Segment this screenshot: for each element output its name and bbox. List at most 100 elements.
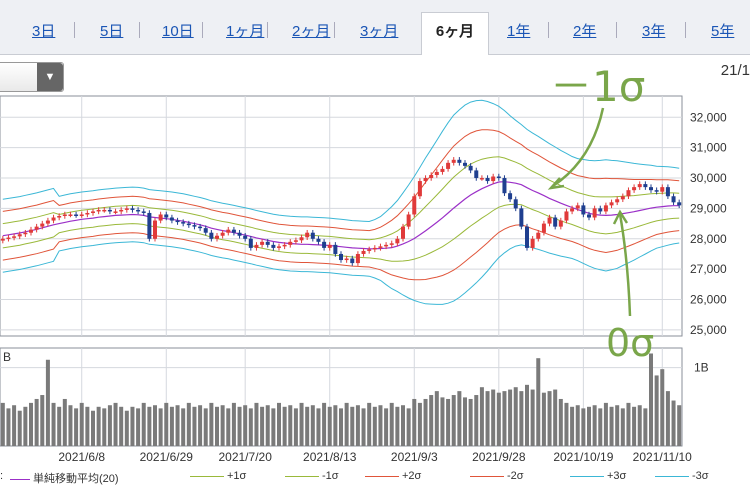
candle-body [429,174,434,179]
tab-1[interactable]: 3日 [32,23,56,40]
volume-bar [186,402,191,446]
tab-separator [548,22,549,38]
tab-2[interactable]: 5日 [100,23,124,40]
volume-bar [45,359,50,446]
tab-11[interactable]: 5年 [711,23,735,40]
volume-bar [305,406,310,446]
volume-bar [0,402,5,446]
volume-bar [141,402,146,446]
candle-body [609,202,614,206]
candle-body [451,159,456,163]
candle-body [485,178,490,182]
candle-body [502,178,507,194]
candle-body [153,220,157,239]
candle-body [587,214,591,218]
band-minus3-line [2,241,680,305]
moving-average-line [2,181,680,250]
legend-item: +3σ [570,470,626,482]
candle-body [79,214,84,216]
candle-body [231,229,236,233]
candle-body [355,253,360,264]
tab-10[interactable]: 3年 [642,23,666,40]
tab-6[interactable]: 3ヶ月 [360,23,399,40]
volume-bar [153,405,157,446]
volume-bar [570,406,575,446]
volume-bar [372,406,377,446]
candle-body [51,217,56,221]
legend-swatch [285,475,319,477]
volume-bar [643,408,648,446]
volume-bar [260,406,265,446]
indicator-dropdown[interactable]: ▼ [0,62,64,92]
volume-bar [457,391,462,446]
volume-bar [147,406,152,446]
y-tick-label: 25,000 [690,323,727,337]
candle-body [113,211,118,213]
candle-body [649,187,653,191]
volume-bar [85,406,90,446]
candle-body [643,184,648,188]
volume-bar [367,402,372,446]
tab-5[interactable]: 2ヶ月 [292,23,331,40]
candle-body [322,241,327,248]
tab-9[interactable]: 2年 [573,23,597,40]
legend-label: +3σ [607,470,627,482]
candle-body [96,209,101,212]
x-tick-label: 2021/8/13 [303,450,357,464]
candle-body [581,205,586,215]
candle-body [260,241,265,245]
volume-bar [660,369,665,446]
volume-bar [665,391,670,446]
volume-bar [271,408,276,446]
volume-bar [175,405,180,446]
volume-bar [587,406,591,446]
candle-body [339,253,343,261]
volume-bar [429,395,434,446]
candle-body [654,190,659,192]
candle-body [530,238,535,248]
legend-item: -1σ [285,470,339,482]
legend-swatch [470,475,504,477]
volume-bar [91,410,95,446]
x-tick-label: 2021/6/29 [140,450,194,464]
volume-bar [192,406,197,446]
candle-body [226,229,231,233]
volume-bar [463,397,467,446]
candle-body [169,217,174,221]
volume-bar [491,389,496,446]
y-tick-label: 32,000 [690,110,727,124]
volume-bar [113,402,118,446]
candle-body [457,159,462,163]
candle-body [632,187,637,191]
volume-bar [474,395,479,446]
volume-bar [124,410,129,446]
volume-bar [564,402,569,446]
tab-separator [202,22,203,38]
volume-bar [327,406,332,446]
candle-body [158,214,163,221]
period-tab-bar: 3日 5日 10日 1ヶ月 2ヶ月 3ヶ月 6ヶ月 1年 2年 3年 5年 [0,0,750,55]
volume-bar [508,389,513,446]
tab-3[interactable]: 10日 [162,23,194,40]
volume-bar [412,398,417,446]
candle-body [361,250,366,254]
candle-body [40,223,45,227]
volume-bar [310,405,315,446]
tab-4[interactable]: 1ヶ月 [226,23,265,40]
tab-8[interactable]: 1年 [507,23,531,40]
candle-body [615,199,620,203]
candle-body [215,235,219,239]
chevron-down-icon[interactable]: ▼ [37,63,63,91]
tab-separator [139,22,140,38]
volume-bar [496,392,501,446]
legend-item: +2σ [365,470,421,482]
volume-bar [468,398,473,446]
tab-7[interactable]: 6ヶ月 [421,12,489,55]
volume-bar [558,398,563,446]
candle-body [243,235,248,239]
candle-body [254,244,259,248]
volume-bar [17,410,22,446]
volume-bar [485,391,490,446]
volume-bar [119,406,124,446]
volume-bar [479,387,484,446]
